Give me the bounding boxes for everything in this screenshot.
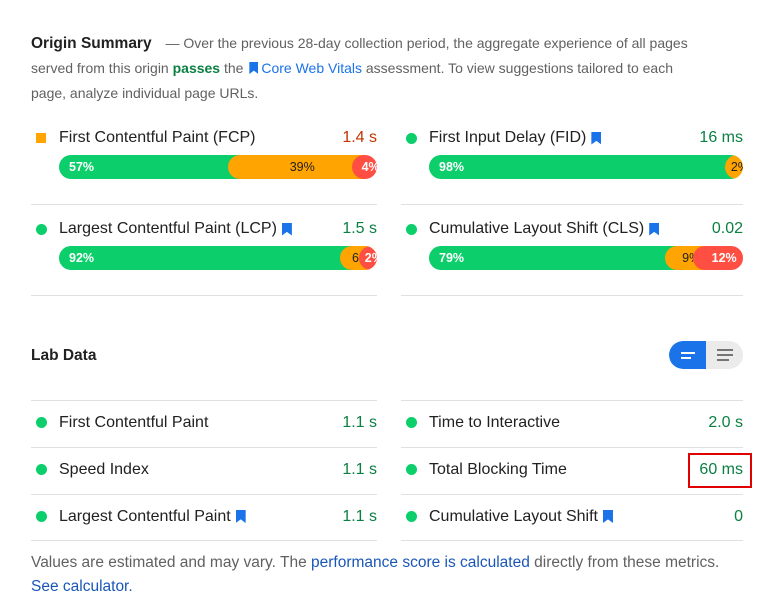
distribution-bar[interactable]: 79% 9% 12% [429, 246, 743, 270]
metric-label: Cumulative Layout Shift [429, 507, 598, 525]
good-dot-icon [36, 224, 47, 235]
metric-label: First Input Delay (FID) [429, 129, 587, 146]
metric-value: 0.02 [711, 220, 743, 237]
poor-segment: 2% [358, 246, 377, 270]
good-dot-icon [406, 511, 417, 522]
good-dot-icon [36, 464, 47, 475]
metric-label: Largest Contentful Paint [59, 507, 231, 525]
field-metric-fcp: First Contentful Paint (FCP) 1.4 s 57% 3… [31, 126, 377, 179]
metric-label: Speed Index [59, 460, 149, 478]
lab-footer-note: Values are estimated and may vary. The p… [31, 554, 720, 595]
field-metric-fid: First Input Delay (FID) 16 ms 98% 2% [401, 126, 743, 179]
lab-metric-speed-index: Speed Index 1.1 s [31, 446, 377, 493]
divider [401, 400, 743, 401]
distribution-bar[interactable]: 92% 6% 2% [59, 246, 377, 270]
good-dot-icon [406, 464, 417, 475]
detailed-view-icon [716, 349, 733, 351]
metric-value: 0 [734, 507, 743, 525]
poor-segment: 12% [693, 246, 743, 270]
metric-value: 1.1 s [342, 507, 377, 525]
highlight-box [688, 453, 752, 488]
summary-view-button[interactable] [669, 341, 706, 369]
divider [401, 295, 743, 296]
good-dot-icon [406, 417, 417, 428]
metric-value: 1.4 s [342, 129, 377, 146]
summary-view-icon [680, 351, 695, 354]
metric-label: First Contentful Paint (FCP) [59, 129, 256, 146]
good-dot-icon [406, 133, 417, 144]
lab-metric-tbt: Total Blocking Time 60 ms [401, 446, 743, 493]
divider [31, 204, 377, 205]
metric-value: 1.1 s [342, 413, 377, 431]
lab-data-title: Lab Data [31, 347, 97, 364]
good-dot-icon [36, 417, 47, 428]
metric-label: Largest Contentful Paint (LCP) [59, 220, 277, 237]
good-dot-icon [406, 224, 417, 235]
metric-value: 16 ms [699, 129, 743, 146]
metric-label: Time to Interactive [429, 413, 561, 431]
field-metric-cls: Cumulative Layout Shift (CLS) 0.02 79% 9… [401, 217, 743, 270]
origin-summary-title: Origin Summary [31, 35, 152, 52]
core-web-vitals-link[interactable]: Core Web Vitals [247, 60, 362, 76]
bookmark-icon[interactable] [281, 222, 292, 236]
average-square-icon [36, 133, 46, 143]
metric-value: 1.1 s [342, 460, 377, 478]
metric-value: 60 ms [699, 460, 743, 478]
poor-segment: 4% [352, 155, 377, 179]
metric-label: First Contentful Paint [59, 413, 209, 431]
good-dot-icon [36, 511, 47, 522]
lab-metric-fcp: First Contentful Paint 1.1 s [31, 399, 377, 446]
metric-value: 2.0 s [708, 413, 743, 431]
view-toggle[interactable] [669, 341, 743, 369]
divider [401, 447, 743, 448]
good-segment: 98% [429, 155, 737, 179]
divider [31, 447, 377, 448]
passes-label: passes [172, 60, 221, 76]
lab-metric-tti: Time to Interactive 2.0 s [401, 399, 743, 446]
see-calculator-link[interactable]: See calculator. [31, 578, 133, 595]
divider [401, 204, 743, 205]
bookmark-icon [249, 62, 259, 74]
divider [31, 540, 377, 541]
average-segment: 2% [724, 155, 743, 179]
distribution-bar[interactable]: 57% 39% 4% [59, 155, 377, 179]
bookmark-icon[interactable] [235, 510, 246, 523]
divider [31, 295, 377, 296]
good-segment: 92% [59, 246, 352, 270]
bookmark-icon[interactable] [591, 131, 602, 145]
bookmark-icon[interactable] [649, 222, 660, 236]
detailed-view-button[interactable] [706, 341, 743, 369]
divider [401, 540, 743, 541]
good-segment: 57% [59, 155, 241, 179]
average-segment: 39% [228, 155, 365, 179]
metric-label: Total Blocking Time [429, 460, 567, 478]
lab-metric-cls: Cumulative Layout Shift 0 [401, 493, 743, 540]
divider [31, 400, 377, 401]
good-segment: 79% [429, 246, 678, 270]
origin-summary: Origin Summary — Over the previous 28-da… [31, 31, 711, 106]
lab-metric-lcp: Largest Contentful Paint 1.1 s [31, 493, 377, 540]
summary-text-1: — Over the previous 28-day collection pe… [31, 35, 688, 76]
summary-text-3: assessment. To view suggestions tailored… [31, 60, 674, 101]
summary-text-2: the [223, 60, 244, 76]
metric-label: Cumulative Layout Shift (CLS) [429, 220, 645, 237]
divider [31, 494, 377, 495]
divider [401, 494, 743, 495]
bookmark-icon[interactable] [602, 510, 613, 523]
metric-value: 1.5 s [342, 220, 377, 237]
performance-score-link[interactable]: performance score is calculated [311, 554, 530, 571]
field-metric-lcp: Largest Contentful Paint (LCP) 1.5 s 92%… [31, 217, 377, 270]
distribution-bar[interactable]: 98% 2% [429, 155, 743, 179]
